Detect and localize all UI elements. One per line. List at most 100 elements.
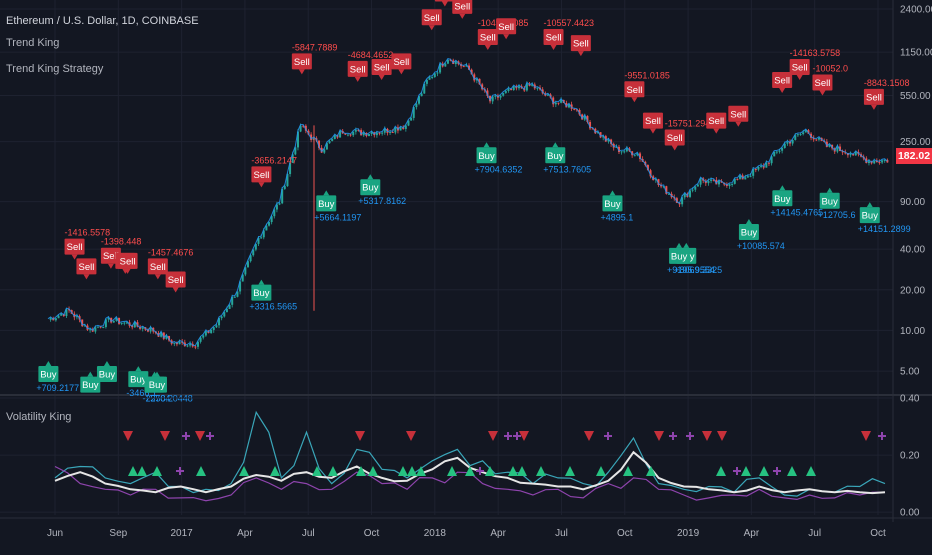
candle-body — [220, 316, 223, 319]
candle-body — [589, 121, 592, 129]
buy-signal-pointer — [552, 142, 559, 148]
vol-up-marker — [416, 466, 426, 476]
candle-body — [586, 115, 589, 122]
candle-body — [699, 178, 702, 185]
candle-body — [389, 131, 392, 133]
candle-body — [136, 322, 139, 327]
sell-signal-label: Sell — [120, 256, 136, 267]
candle-body — [765, 162, 768, 168]
vol-down-marker — [195, 431, 205, 441]
candle-body — [689, 190, 692, 197]
buy-signal-label: Buy — [130, 375, 147, 386]
candle-body — [489, 95, 492, 102]
sell-signal-value: -14163.5758 — [790, 48, 841, 58]
candle-body — [404, 125, 407, 129]
candle-body — [244, 267, 247, 275]
vol-down-marker — [123, 431, 133, 441]
buy-signal-label: Buy — [604, 199, 621, 210]
candle-body — [233, 296, 236, 298]
sell-signal-label: Sell — [454, 1, 470, 12]
buy-signal-label: Buy — [671, 251, 688, 262]
sell-signal-value: -10557.4423 — [544, 18, 595, 28]
volatility-pane-title: Volatility King — [6, 411, 72, 423]
candle-body — [189, 343, 192, 346]
indicator-trend-king-strategy: Trend King Strategy — [6, 63, 104, 75]
candle-body — [270, 216, 273, 223]
candle-body — [210, 329, 213, 334]
candle-body — [291, 154, 294, 163]
x-tick-label: Oct — [617, 528, 633, 539]
candle-body — [215, 325, 218, 328]
candle-body — [799, 134, 802, 136]
candle-body — [696, 184, 699, 187]
buy-signal-label: Buy — [253, 288, 270, 299]
candle-body — [781, 147, 784, 151]
candle-body — [75, 316, 78, 318]
y-tick-label: 90.00 — [900, 197, 925, 208]
y-tick-label: 250.00 — [900, 137, 931, 148]
vol-up-marker — [596, 466, 606, 476]
vol-plus-marker — [206, 432, 214, 440]
candle-body — [54, 318, 57, 321]
x-tick-label: Apr — [237, 528, 253, 539]
sell-signal-label: Sell — [667, 133, 683, 144]
sell-signal-pointer — [577, 51, 584, 57]
candle-body — [883, 159, 886, 161]
sell-signal-pointer — [484, 44, 491, 50]
candle-body — [465, 65, 468, 67]
candle-body — [662, 186, 665, 188]
candle-body — [567, 104, 570, 108]
candle-body — [112, 320, 115, 323]
vol-up-marker — [741, 466, 751, 476]
candle-body — [281, 188, 284, 204]
candle-body — [770, 156, 773, 164]
candle-body — [433, 73, 436, 78]
buy-signal-label: Buy — [82, 380, 99, 391]
candle-body — [475, 78, 478, 81]
candle-body — [375, 132, 378, 136]
sell-signal-pointer — [713, 128, 720, 134]
sell-signal-value: -3656.2147 — [251, 155, 297, 165]
vol-down-marker — [355, 431, 365, 441]
candle-body — [449, 59, 452, 61]
candle-body — [123, 322, 126, 324]
sell-signal-pointer — [107, 263, 114, 269]
buy-signal-box — [360, 179, 381, 196]
buy-signal-box — [476, 147, 497, 164]
candle-body — [557, 102, 560, 104]
candle-body — [599, 132, 602, 138]
y-tick-label: 1150.00 — [900, 48, 932, 59]
candle-body — [604, 136, 607, 142]
sell-signal-label: Sell — [774, 76, 790, 87]
sell-signal-pointer — [71, 254, 78, 260]
x-tick-label: Jul — [302, 528, 315, 539]
candle-body — [328, 140, 331, 144]
buy-signal-box — [251, 284, 272, 301]
candle-body — [849, 154, 852, 156]
buy-signal-value: +709.2177 — [36, 383, 79, 393]
candle-body — [86, 325, 89, 330]
x-tick-label: Oct — [870, 528, 886, 539]
candle-body — [254, 243, 257, 250]
candle-body — [767, 162, 770, 164]
buy-signal-value: +5317.8162 — [358, 196, 406, 206]
candle-body — [60, 314, 63, 316]
candle-body — [749, 175, 752, 177]
candle-body — [736, 178, 739, 180]
vol-y-tick-label: 0.20 — [900, 451, 920, 462]
vol-plus-marker — [669, 432, 677, 440]
candle-body — [746, 176, 749, 178]
sell-signal-box — [772, 72, 793, 89]
candle-body — [760, 166, 763, 168]
y-tick-label: 5.00 — [900, 367, 920, 378]
candle-body — [625, 148, 628, 152]
candle-body — [283, 186, 286, 189]
y-tick-label: 2400.00 — [900, 5, 932, 16]
candle-body — [273, 209, 276, 217]
sell-signal-label: Sell — [626, 85, 642, 96]
sell-signal-label: Sell — [645, 116, 661, 127]
sell-signal-label: Sell — [253, 170, 269, 181]
buy-signal-box — [772, 190, 793, 207]
candle-body — [804, 130, 807, 133]
buy-signal-pointer — [45, 360, 52, 366]
